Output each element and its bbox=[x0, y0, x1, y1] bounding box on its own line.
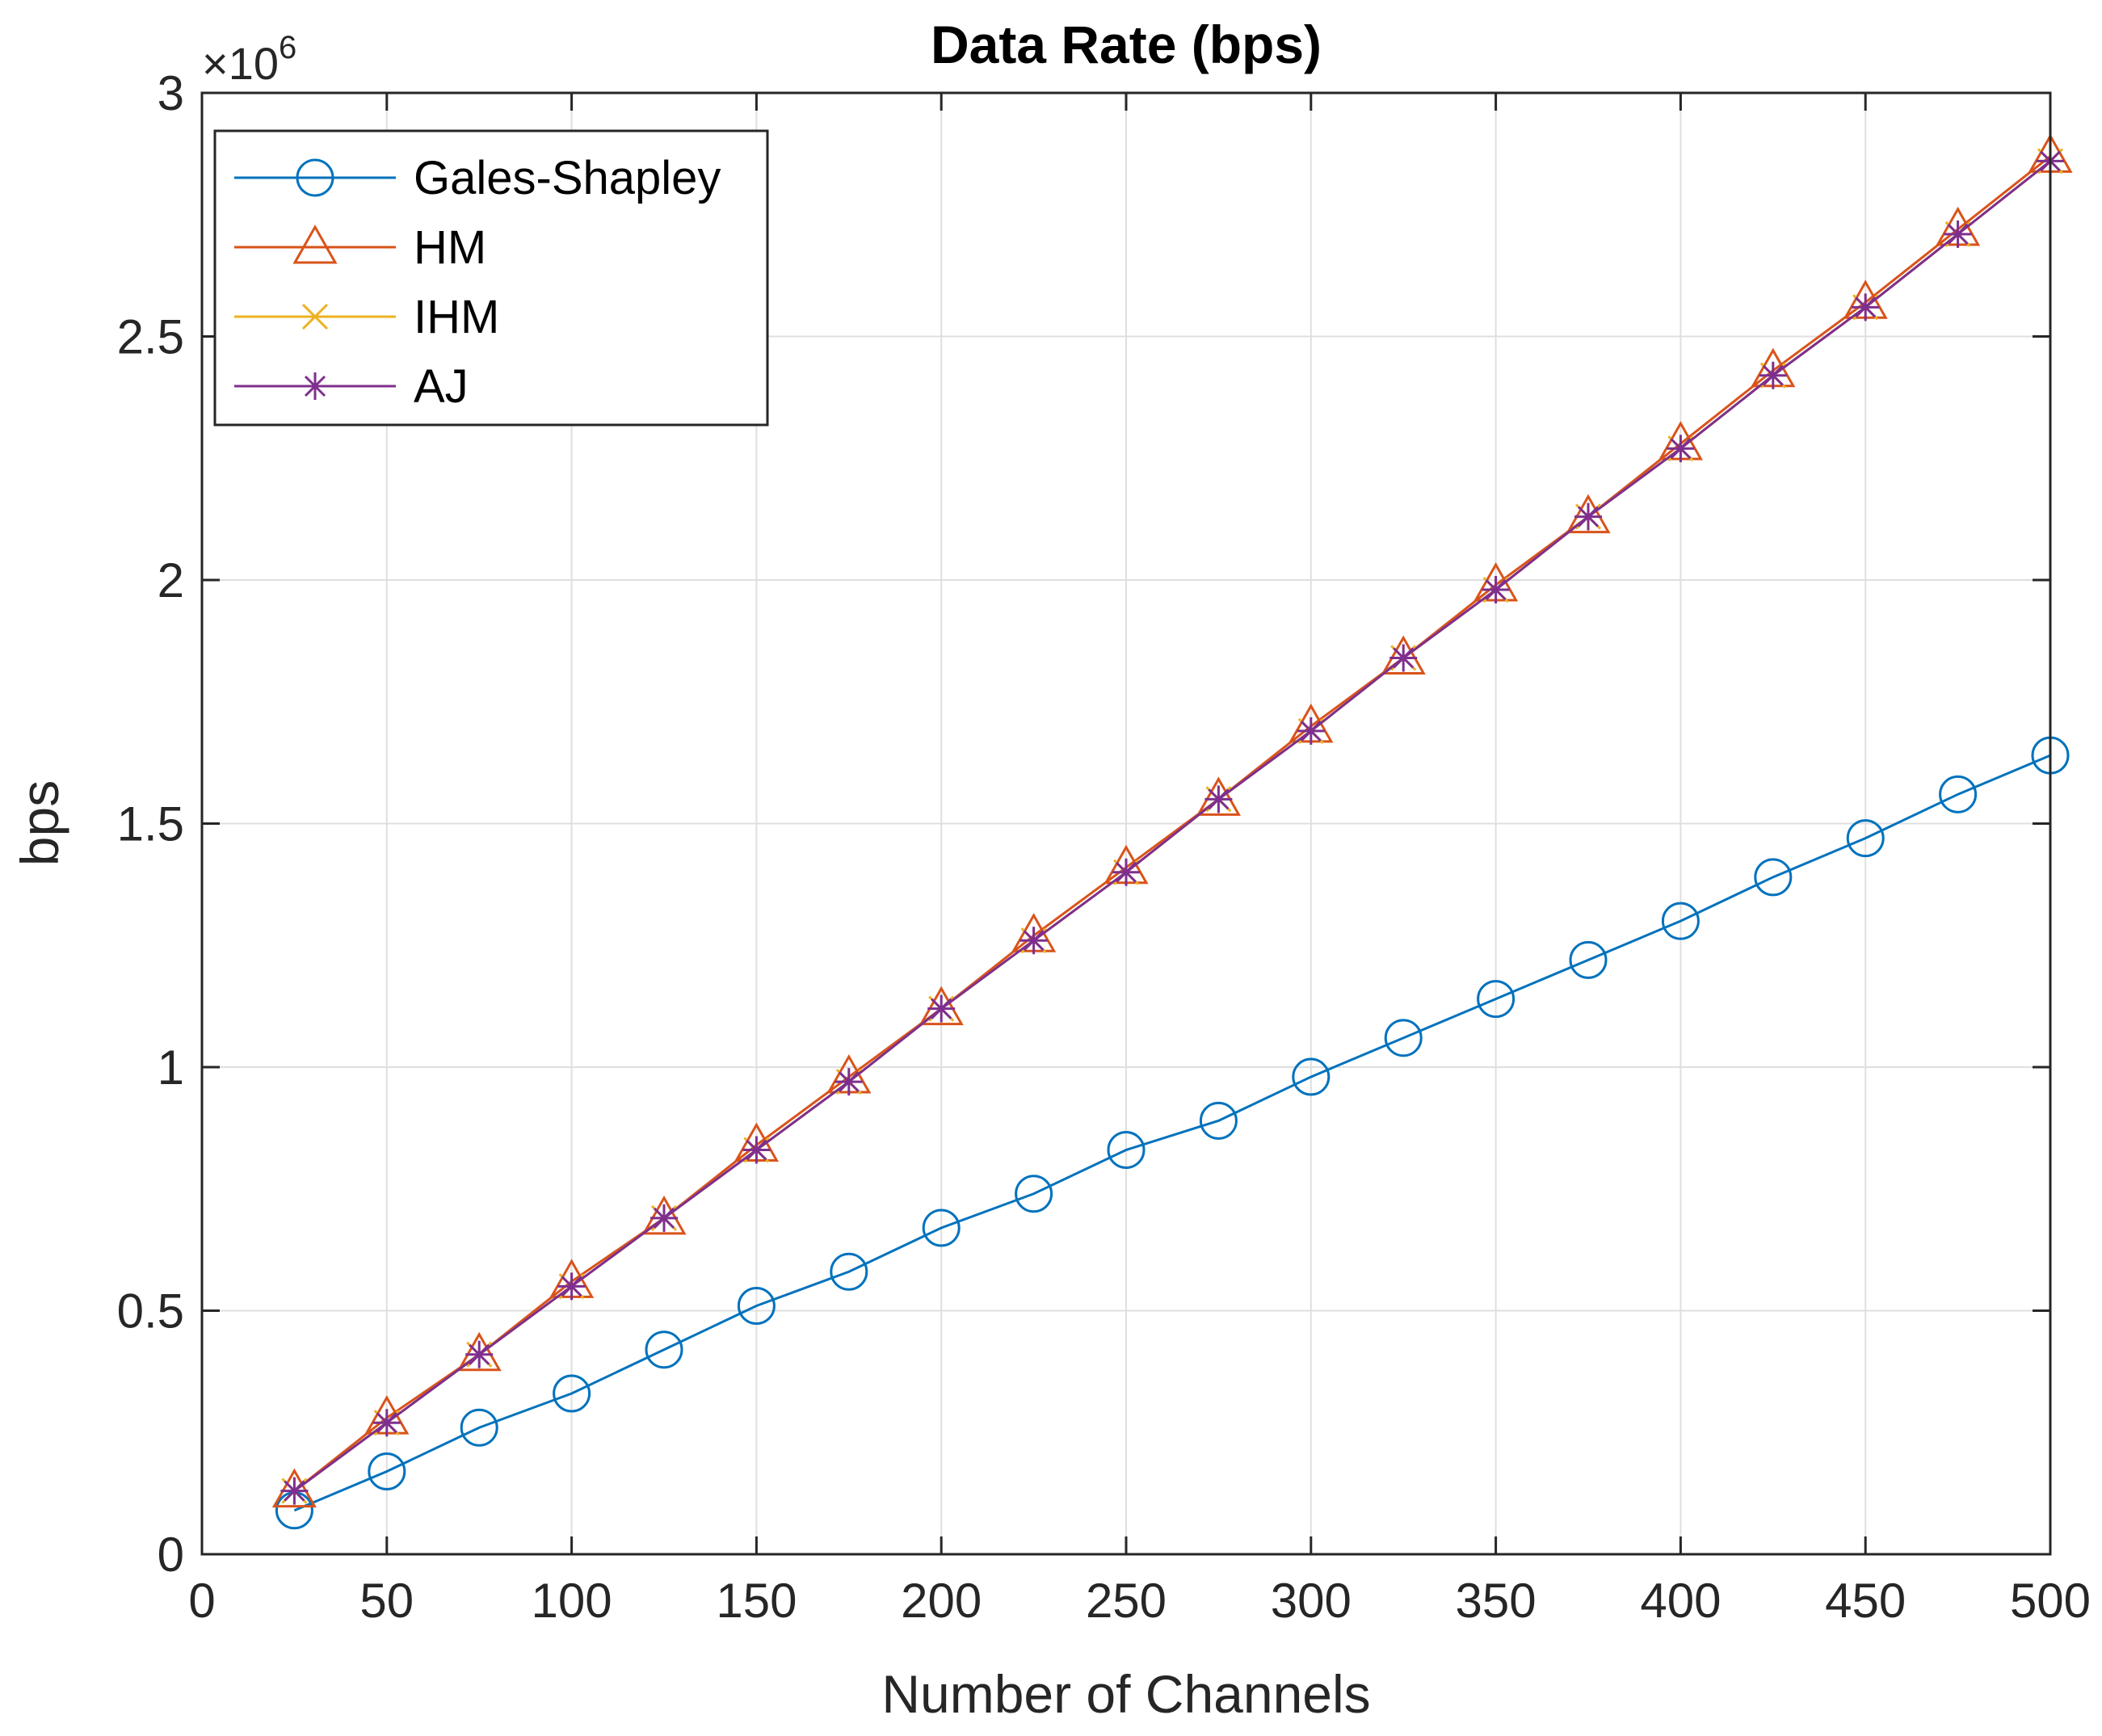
data-point-gales-shapley bbox=[1107, 1131, 1146, 1170]
legend-entry-ihm: IHM bbox=[234, 291, 499, 343]
data-point-gales-shapley bbox=[1477, 980, 1516, 1019]
legend-entry-hm: HM bbox=[234, 221, 486, 274]
y-tick-label: 3 bbox=[158, 66, 184, 120]
data-point-gales-shapley bbox=[1939, 775, 1978, 813]
y-exponent-label: ×106 bbox=[202, 30, 296, 89]
data-point-hm bbox=[456, 1331, 502, 1372]
data-point-gales-shapley bbox=[460, 1408, 498, 1447]
data-point-hm bbox=[1196, 776, 1241, 816]
data-point-hm bbox=[919, 986, 964, 1026]
data-point-hm bbox=[1566, 494, 1611, 534]
data-point-hm bbox=[1381, 635, 1426, 675]
data-point-gales-shapley bbox=[830, 1252, 868, 1291]
data-point-aj bbox=[1204, 785, 1233, 813]
data-point-aj bbox=[557, 1272, 586, 1301]
data-point-gales-shapley bbox=[1292, 1057, 1331, 1096]
legend-entry-gales-shapley: Gales-Shapley bbox=[234, 152, 721, 204]
legend-label-gales-shapley: Gales-Shapley bbox=[414, 152, 721, 204]
data-point-gales-shapley bbox=[645, 1330, 683, 1369]
legend-label-ihm: IHM bbox=[414, 291, 499, 343]
legend: Gales-Shapley HM IHM AJ bbox=[213, 129, 769, 427]
x-tick-label: 0 bbox=[188, 1574, 215, 1628]
svg-text:×106: ×106 bbox=[202, 30, 296, 89]
data-point-aj bbox=[742, 1136, 771, 1164]
x-tick-label: 250 bbox=[1086, 1574, 1167, 1628]
data-point-hm bbox=[271, 1468, 317, 1508]
data-point-gales-shapley bbox=[1661, 902, 1700, 940]
data-point-aj bbox=[1297, 717, 1325, 745]
data-point-gales-shapley bbox=[1846, 819, 1885, 858]
legend-marker-ihm bbox=[301, 303, 329, 330]
data-point-gales-shapley bbox=[1015, 1175, 1053, 1213]
data-point-gales-shapley bbox=[737, 1286, 776, 1325]
data-point-gales-shapley bbox=[1754, 858, 1793, 897]
data-point-aj bbox=[927, 994, 956, 1023]
x-tick-label: 500 bbox=[2010, 1574, 2091, 1628]
y-tick-label: 1 bbox=[158, 1040, 184, 1095]
data-point-aj bbox=[1112, 858, 1140, 886]
data-point-aj bbox=[650, 1204, 678, 1232]
chart-title: Data Rate (bps) bbox=[931, 15, 1322, 74]
data-point-aj bbox=[372, 1409, 401, 1437]
x-tick-label: 350 bbox=[1456, 1574, 1537, 1628]
legend-label-hm: HM bbox=[414, 221, 486, 274]
data-point-aj bbox=[1944, 220, 1972, 248]
x-axis-title: Number of Channels bbox=[881, 1664, 1370, 1724]
legend-box bbox=[213, 129, 769, 427]
data-point-aj bbox=[280, 1477, 309, 1505]
x-tick-label: 100 bbox=[532, 1574, 612, 1628]
data-point-aj bbox=[834, 1068, 863, 1096]
legend-marker-aj bbox=[301, 372, 329, 400]
x-tick-label: 450 bbox=[1825, 1574, 1906, 1628]
x-tick-label: 200 bbox=[901, 1574, 982, 1628]
data-point-gales-shapley bbox=[1199, 1101, 1238, 1140]
data-point-aj bbox=[1019, 927, 1048, 955]
data-point-aj bbox=[1852, 293, 1880, 322]
y-exponent-power: 6 bbox=[279, 30, 296, 65]
axis-ticks: 0 50 100 150 200 250 300 350 400 450 500 0 0.5 1 1.5 2 2… bbox=[117, 66, 2091, 1628]
data-point-gales-shapley bbox=[368, 1452, 406, 1490]
x-tick-label: 50 bbox=[359, 1574, 414, 1628]
y-tick-label: 1.5 bbox=[117, 797, 184, 851]
data-point-aj bbox=[465, 1340, 494, 1368]
data-point-aj bbox=[1759, 361, 1787, 389]
y-tick-label: 0.5 bbox=[117, 1284, 184, 1339]
data-point-gales-shapley bbox=[1569, 940, 1608, 979]
data-point-gales-shapley bbox=[1384, 1019, 1423, 1057]
x-tick-label: 150 bbox=[716, 1574, 797, 1628]
data-point-aj bbox=[1389, 644, 1418, 672]
y-tick-label: 2.5 bbox=[117, 310, 184, 364]
x-tick-label: 300 bbox=[1271, 1574, 1352, 1628]
y-exponent-base: ×10 bbox=[202, 38, 279, 89]
legend-marker-gales-shapley bbox=[296, 158, 334, 197]
data-point-gales-shapley bbox=[922, 1208, 961, 1247]
legend-marker-hm bbox=[292, 224, 338, 264]
y-tick-label: 0 bbox=[158, 1528, 184, 1582]
data-point-hm bbox=[641, 1195, 687, 1235]
x-tick-label: 400 bbox=[1640, 1574, 1721, 1628]
y-axis-title: bps bbox=[10, 780, 69, 866]
legend-label-aj: AJ bbox=[414, 360, 469, 413]
legend-entry-aj: AJ bbox=[234, 360, 469, 413]
data-point-gales-shapley bbox=[553, 1374, 591, 1413]
y-tick-label: 2 bbox=[158, 553, 184, 607]
data-point-aj bbox=[1482, 576, 1510, 604]
series-line-aj bbox=[293, 160, 2051, 1492]
series-line-hm bbox=[293, 155, 2051, 1492]
data-point-aj bbox=[1574, 502, 1602, 531]
data-point-aj bbox=[1667, 435, 1695, 463]
